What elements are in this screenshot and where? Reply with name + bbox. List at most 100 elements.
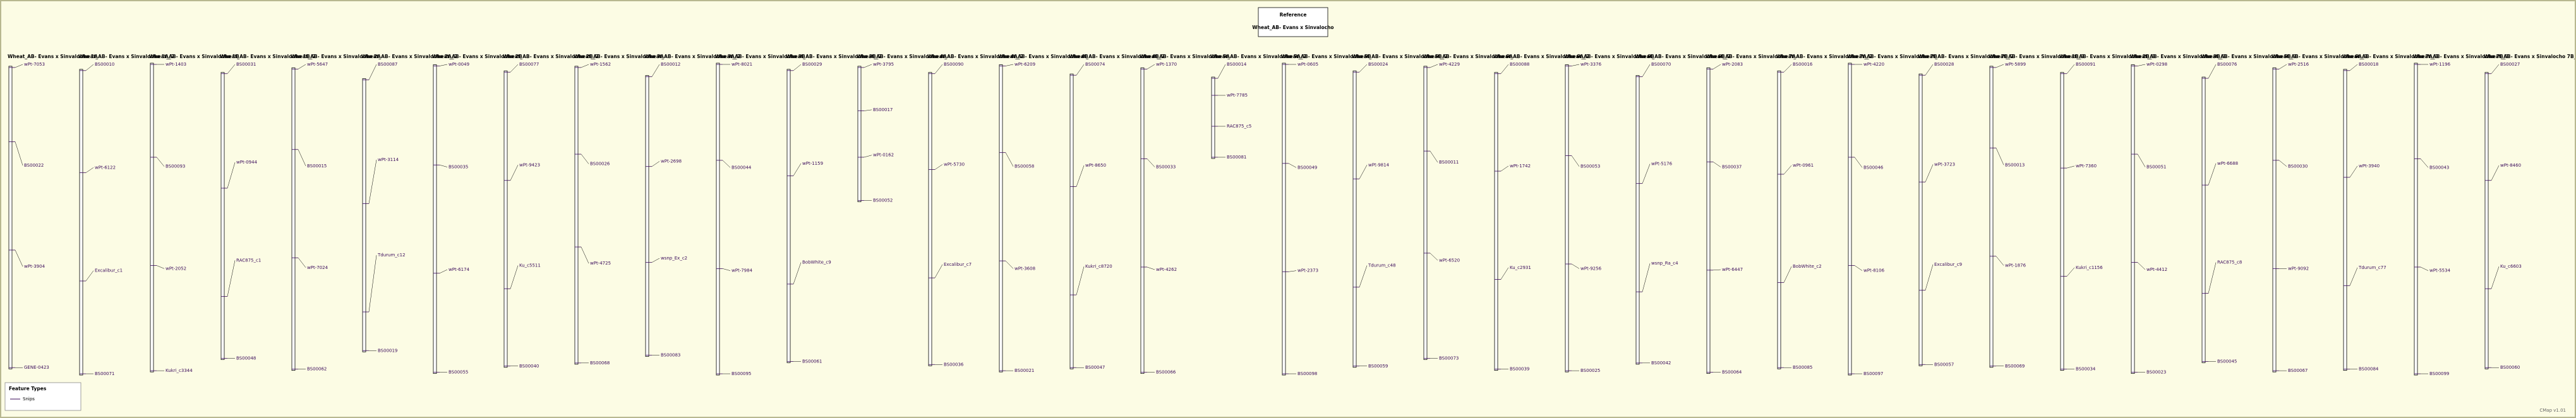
map-title[interactable]: Wheat_AB- Evans x Sinvalocho 2A [291, 54, 381, 59]
map-title[interactable]: Wheat_AB- Evans x Sinvalocho 3A_2 [644, 54, 740, 59]
reference-map-set[interactable]: Wheat_AB- Evans x Sinvalocho [1252, 25, 1333, 30]
map-title[interactable]: Wheat_AB- Evans x Sinvalocho 4A [857, 54, 947, 59]
marker-label: wPt-1370 [1156, 62, 1177, 67]
marker-leader [934, 164, 943, 170]
marker-label: BS00095 [731, 371, 751, 376]
map-title[interactable]: Wheat_AB- Evans x Sinvalocho 7A_3 [2342, 54, 2438, 59]
map-title[interactable]: Wheat_AB- Evans x Sinvalocho 4B [998, 54, 1088, 59]
marker-label: BS00093 [166, 164, 185, 169]
marker-label: BS00029 [802, 62, 822, 67]
map-title[interactable]: Wheat_AB- Evans x Sinvalocho 7A [1706, 54, 1796, 59]
map-title[interactable]: Wheat_AB- Evans x Sinvalocho 3B_3 [2130, 54, 2226, 59]
map-title[interactable]: Wheat_AB- Evans x Sinvalocho 4B_2 [1069, 54, 1165, 59]
marker-label: BobWhite_c2 [1793, 264, 1822, 269]
map-title[interactable]: Wheat_AB- Evans x Sinvalocho 5B_2 [1352, 54, 1448, 59]
map-title[interactable]: Wheat_AB- Evans x Sinvalocho 2A_2 [361, 54, 457, 59]
marker-label: BS00012 [661, 62, 680, 67]
marker-label: BS00081 [1227, 155, 1246, 160]
map-title[interactable]: Wheat_AB- Evans x Sinvalocho 4A_2 [927, 54, 1023, 59]
chromosome-bar [2343, 69, 2347, 371]
marker-label: wPt-7360 [2076, 164, 2097, 169]
map-title[interactable]: Wheat_AB- Evans x Sinvalocho 3A [574, 54, 664, 59]
marker-label: GENE-0423 [24, 365, 49, 370]
marker-label: BS00071 [95, 371, 114, 376]
marker-leader [864, 109, 872, 111]
map-title[interactable]: Wheat_AB- Evans x Sinvalocho 1B [149, 54, 239, 59]
marker-leader [439, 64, 448, 66]
marker-leader [85, 64, 94, 71]
marker-label: BS00049 [1297, 165, 1317, 170]
marker-label: wPt-7785 [1227, 93, 1248, 98]
chromosome-bar [928, 72, 932, 366]
map-title[interactable]: Wheat_AB- Evans x Sinvalocho 7B [1847, 54, 1937, 59]
marker-leader [368, 64, 377, 80]
marker-label: BS00088 [1510, 62, 1529, 67]
marker-leader [227, 64, 236, 74]
map-title[interactable]: Wheat_AB- Evans x Sinvalocho 1A_2 [78, 54, 174, 59]
marker-leader [1359, 64, 1368, 73]
marker-label: wPt-9423 [519, 162, 540, 167]
chromosome-bar [8, 66, 13, 369]
marker-label: wPt-6688 [2217, 161, 2238, 166]
map-title[interactable]: Wheat_AB- Evans x Sinvalocho 5A [1140, 54, 1230, 59]
marker-label: wPt-3608 [1014, 266, 1035, 271]
marker-leader [1217, 64, 1226, 79]
marker-leader [1147, 64, 1155, 69]
marker-leader [651, 64, 660, 77]
marker-leader [651, 161, 660, 167]
marker-leader [934, 264, 943, 278]
marker-label: BS00052 [873, 198, 893, 203]
marker-label: BS00046 [1863, 165, 1884, 170]
marker-label: BS00023 [2146, 370, 2166, 375]
map-title[interactable]: Wheat_AB- Evans x Sinvalocho 5A_2 [1210, 54, 1306, 59]
marker-leader [2137, 153, 2146, 167]
map-title[interactable]: Wheat_AB- Evans x Sinvalocho 5B [1281, 54, 1371, 59]
map-title[interactable]: Wheat_AB- Evans x Sinvalocho 6A [1423, 54, 1513, 59]
map-title[interactable]: Wheat_AB- Evans x Sinvalocho 2B [432, 54, 522, 59]
map-title[interactable]: Wheat_AB- Evans x Sinvalocho 6A_2 [1493, 54, 1589, 59]
map-title[interactable]: Wheat_AB- Evans x Sinvalocho 7B_2 [1918, 54, 2014, 59]
marker-label: Excalibur_c9 [1934, 262, 1962, 267]
marker-label: Tdurum_c48 [1368, 263, 1396, 268]
marker-label: BS00031 [236, 62, 256, 67]
marker-label: Kukri_c8720 [1085, 264, 1112, 269]
marker-leader [793, 163, 802, 176]
marker-label: BS00070 [1651, 62, 1671, 67]
marker-label: BS00043 [2429, 165, 2449, 170]
marker-leader [1925, 264, 1934, 290]
marker-label: wsnp_Ex_c2 [661, 256, 687, 261]
chromosome-bar [220, 72, 225, 360]
marker-leader [2349, 64, 2358, 71]
map-title[interactable]: Wheat_AB- Evans x Sinvalocho 3B_2 [786, 54, 882, 59]
map-title[interactable]: Wheat_AB- Evans x Sinvalocho 1A [8, 54, 98, 59]
map-title[interactable]: Wheat_AB- Evans x Sinvalocho 7A_2 [1776, 54, 1872, 59]
marker-label: BS00053 [1580, 164, 1600, 169]
map-title[interactable]: Wheat_AB- Evans x Sinvalocho 2B_3 [2059, 54, 2155, 59]
marker-label: BS00058 [1014, 164, 1034, 169]
marker-label: BS00084 [2359, 367, 2379, 372]
map-title[interactable]: Wheat_AB- Evans x Sinvalocho 1B_3 [1989, 54, 2085, 59]
map-title[interactable]: Wheat_AB- Evans x Sinvalocho 7B_3 [2413, 54, 2509, 59]
map-title[interactable]: Wheat_AB- Evans x Sinvalocho 7B_4 [2484, 54, 2575, 59]
map-title[interactable]: Wheat_AB- Evans x Sinvalocho 6B_2 [1635, 54, 1731, 59]
marker-label: wPt-0944 [236, 160, 258, 165]
marker-leader [1995, 256, 2004, 266]
map-title[interactable]: Wheat_AB- Evans x Sinvalocho 2B_2 [503, 54, 599, 59]
chromosome-bar [1706, 67, 1711, 374]
chromosome-bar [1565, 64, 1569, 373]
marker-label: wPt-2516 [2288, 62, 2309, 67]
map-title[interactable]: Wheat_AB- Evans x Sinvalocho 6B [1564, 54, 1654, 59]
map-title[interactable]: Wheat_AB- Evans x Sinvalocho 3B [715, 54, 805, 59]
map-title[interactable]: Wheat_AB- Evans x Sinvalocho 6A_3 [2272, 54, 2368, 59]
legend-item: Snips [23, 397, 35, 402]
chromosome-bar [1211, 76, 1215, 159]
marker-leader [85, 270, 94, 282]
marker-leader [1288, 270, 1297, 272]
map-title[interactable]: Wheat_AB- Evans x Sinvalocho 5B_3 [2201, 54, 2297, 59]
chromosome-bar [857, 66, 862, 202]
marker-leader [510, 265, 519, 289]
map-title[interactable]: Wheat_AB- Evans x Sinvalocho 1B_2 [220, 54, 316, 59]
marker-label: wPt-4412 [2146, 267, 2167, 272]
marker-label: BS00019 [378, 348, 397, 353]
